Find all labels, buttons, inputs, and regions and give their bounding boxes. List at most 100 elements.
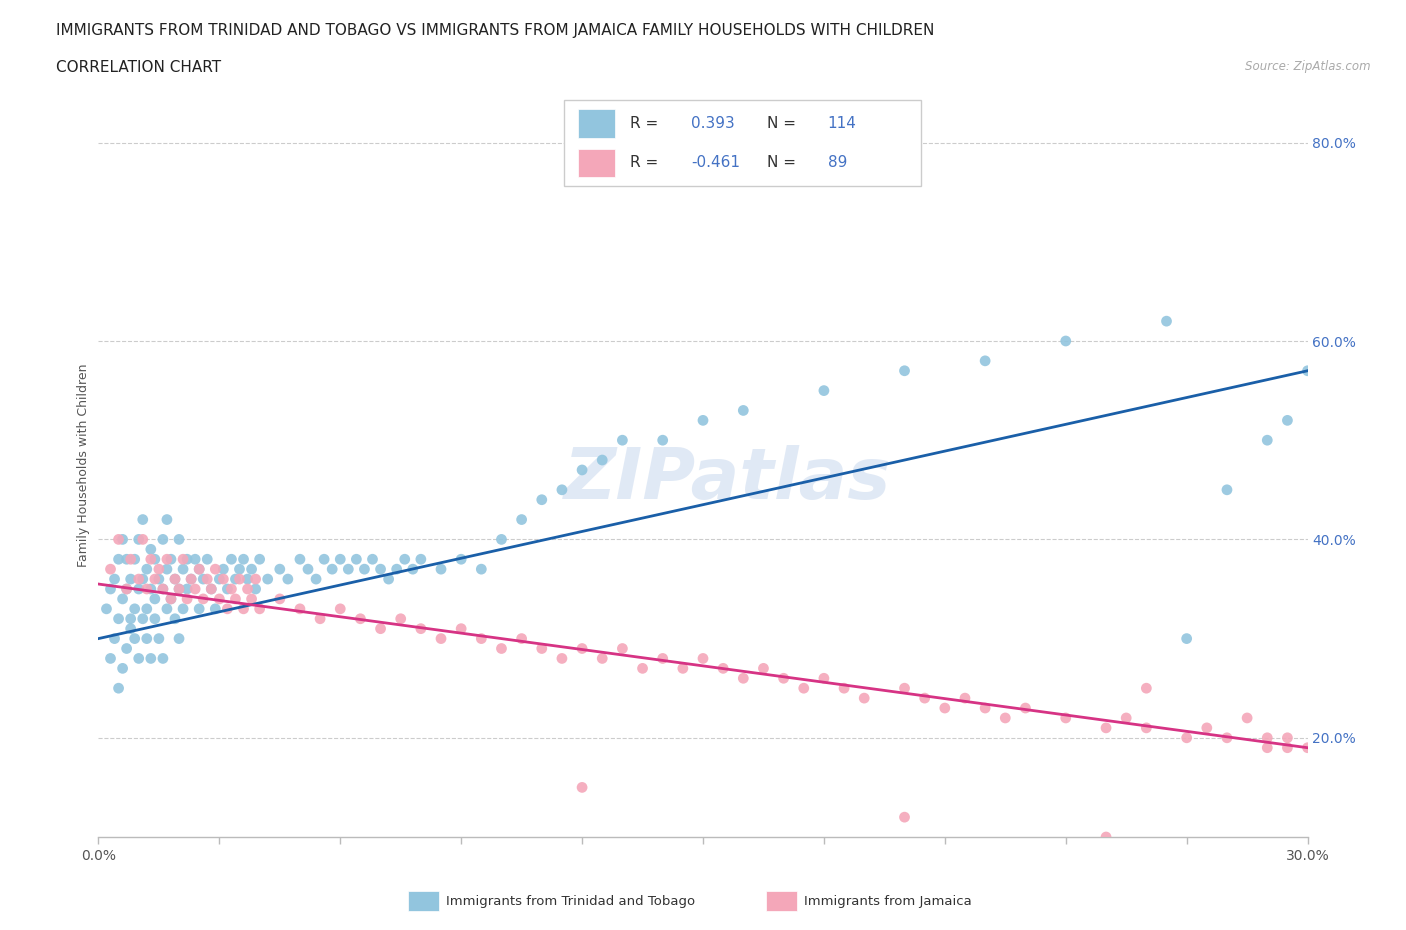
Point	[711, 661, 734, 676]
Point	[217, 602, 239, 617]
Point	[1135, 681, 1157, 696]
Point	[111, 532, 134, 547]
Point	[631, 661, 654, 676]
Point	[370, 621, 392, 636]
Point	[107, 551, 129, 566]
Point	[195, 572, 218, 587]
Point	[128, 651, 150, 666]
Point	[160, 591, 183, 606]
Point	[1256, 730, 1278, 745]
Point	[120, 621, 142, 636]
Point	[430, 562, 453, 577]
Point	[1175, 631, 1198, 646]
Point	[1216, 730, 1239, 745]
Point	[240, 562, 263, 577]
Point	[692, 651, 714, 666]
Point	[256, 572, 278, 587]
Point	[974, 700, 997, 715]
Point	[103, 572, 125, 587]
Point	[953, 691, 976, 706]
Point	[409, 551, 432, 566]
Text: Immigrants from Trinidad and Tobago: Immigrants from Trinidad and Tobago	[446, 895, 695, 908]
Point	[450, 551, 472, 566]
Point	[208, 591, 231, 606]
Point	[228, 562, 250, 577]
Point	[156, 512, 179, 527]
Point	[1054, 334, 1077, 349]
Point	[370, 562, 392, 577]
Point	[100, 581, 122, 596]
Point	[430, 631, 453, 646]
Point	[329, 551, 352, 566]
Point	[314, 551, 336, 566]
Point	[100, 562, 122, 577]
Point	[232, 602, 254, 617]
Point	[591, 651, 613, 666]
Point	[128, 581, 150, 596]
Point	[470, 562, 492, 577]
Point	[309, 611, 332, 626]
Point	[128, 532, 150, 547]
Text: R =: R =	[630, 116, 664, 131]
Point	[139, 581, 162, 596]
Point	[152, 532, 174, 547]
Point	[100, 651, 122, 666]
Point	[450, 621, 472, 636]
Text: N =: N =	[768, 116, 801, 131]
Point	[893, 681, 915, 696]
Point	[143, 551, 166, 566]
Point	[107, 681, 129, 696]
Point	[152, 651, 174, 666]
Point	[329, 602, 352, 617]
Point	[139, 542, 162, 557]
Point	[245, 581, 267, 596]
Text: R =: R =	[630, 155, 664, 170]
Point	[651, 432, 673, 447]
Bar	[578, 149, 614, 177]
Point	[305, 572, 328, 587]
Point	[172, 602, 194, 617]
Text: 89: 89	[828, 155, 846, 170]
Point	[337, 562, 360, 577]
Point	[793, 681, 815, 696]
Point	[510, 512, 533, 527]
Point	[135, 602, 157, 617]
Point	[124, 631, 146, 646]
Point	[132, 532, 155, 547]
Point	[491, 532, 513, 547]
Point	[389, 611, 412, 626]
Point	[172, 551, 194, 566]
Point	[1277, 413, 1299, 428]
Point	[551, 483, 574, 498]
Point	[221, 551, 243, 566]
Point	[167, 581, 190, 596]
Point	[135, 631, 157, 646]
Point	[148, 562, 170, 577]
Point	[103, 631, 125, 646]
Point	[1296, 740, 1319, 755]
Point	[1195, 721, 1218, 736]
Point	[217, 581, 239, 596]
Point	[156, 562, 179, 577]
Point	[167, 581, 190, 596]
Point	[612, 432, 634, 447]
Point	[672, 661, 695, 676]
Text: 0.393: 0.393	[690, 116, 735, 131]
Bar	[578, 110, 614, 138]
Point	[124, 602, 146, 617]
Point	[188, 602, 211, 617]
Point	[240, 591, 263, 606]
Point	[402, 562, 425, 577]
Point	[152, 581, 174, 596]
Point	[148, 631, 170, 646]
Point	[914, 691, 936, 706]
Point	[249, 602, 271, 617]
Point	[394, 551, 416, 566]
Point	[111, 591, 134, 606]
Point	[135, 581, 157, 596]
Point	[128, 572, 150, 587]
Point	[853, 691, 876, 706]
Point	[184, 581, 207, 596]
Point	[193, 572, 215, 587]
Point	[124, 551, 146, 566]
